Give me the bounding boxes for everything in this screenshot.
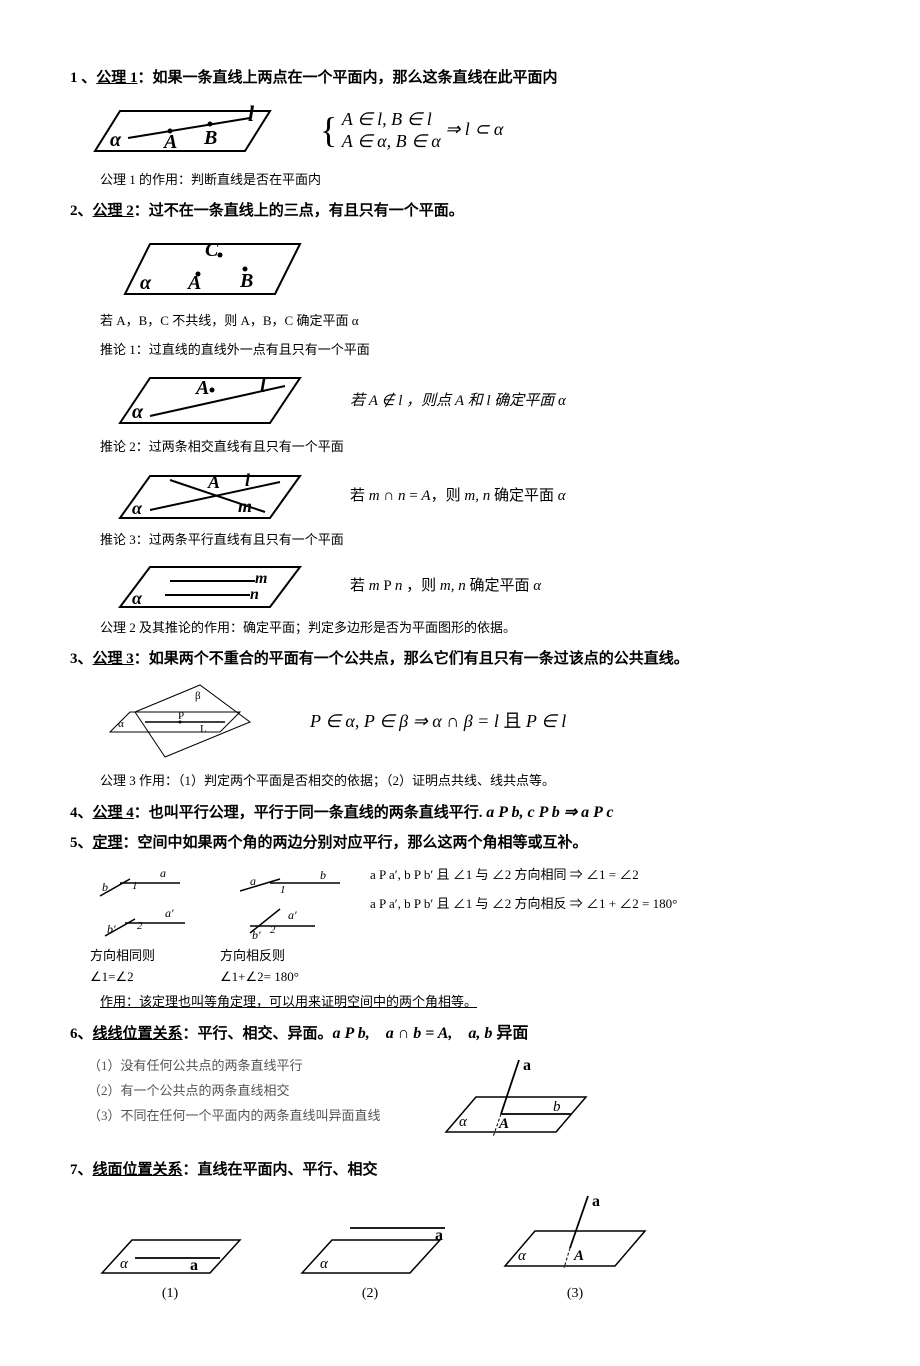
svg-text:n: n bbox=[250, 586, 259, 603]
axiom2-cond: 若 A，B，C 不共线，则 A，B，C 确定平面 α bbox=[100, 311, 850, 332]
axiom3-title: 3、公理 3：如果两个不重合的平面有一个公共点，那么它们有且只有一条过该点的公共… bbox=[70, 647, 850, 671]
svg-text:α: α bbox=[132, 588, 143, 608]
svg-text:b′: b′ bbox=[252, 928, 261, 942]
svg-text:B: B bbox=[239, 270, 253, 292]
cor2-title: 推论 2：过两条相交直线有且只有一个平面 bbox=[100, 437, 850, 458]
axiom3-formula: P ∈ α, P ∈ β ⇒ α ∩ β = l 且 P ∈ l bbox=[310, 707, 566, 736]
svg-text:A: A bbox=[207, 472, 220, 492]
axiom2-title: 2、公理 2：过不在一条直线上的三点，有且只有一个平面。 bbox=[70, 199, 850, 223]
cor2-figure: α A l m bbox=[100, 466, 310, 526]
svg-text:α: α bbox=[132, 401, 144, 423]
section6-figure: a α A b bbox=[431, 1052, 601, 1152]
label-same: 方向相同则∠1=∠2 bbox=[90, 946, 200, 988]
theorem-title: 5、定理：空间中如果两个角的两边分别对应平行，那么这两个角相等或互补。 bbox=[70, 831, 850, 855]
theorem-fig-same: a b 1 a′ 2 b′ bbox=[90, 861, 200, 946]
svg-text:b: b bbox=[102, 880, 108, 894]
svg-text:P: P bbox=[178, 710, 184, 722]
svg-text:1: 1 bbox=[280, 884, 286, 896]
cor3-title: 推论 3：过两条平行直线有且只有一个平面 bbox=[100, 530, 850, 551]
cor3-formula: 若 m P n ，则 m, n 确定平面 α bbox=[350, 574, 541, 598]
svg-text:α: α bbox=[132, 498, 143, 518]
svg-text:a′: a′ bbox=[165, 906, 174, 920]
svg-text:l: l bbox=[248, 101, 255, 126]
svg-text:A: A bbox=[194, 377, 209, 399]
svg-text:2: 2 bbox=[137, 920, 143, 932]
svg-text:A: A bbox=[186, 272, 201, 294]
fig7-1: α a (1) bbox=[90, 1228, 250, 1305]
svg-text:β: β bbox=[195, 690, 201, 702]
axiom4-title: 4、公理 4：也叫平行公理，平行于同一条直线的两条直线平行. a P b, c … bbox=[70, 800, 850, 826]
axiom3-use: 公理 3 作用：（1）判定两个平面是否相交的依据；（2）证明点共线、线共点等。 bbox=[100, 771, 850, 792]
svg-text:α: α bbox=[110, 129, 122, 151]
svg-text:A: A bbox=[573, 1248, 584, 1264]
svg-text:α: α bbox=[120, 1256, 129, 1272]
axiom3-figure: α β P L bbox=[100, 677, 270, 767]
axiom1-formula: { A ∈ l, B ∈ l A ∈ α, B ∈ α ⇒ l ⊂ α bbox=[320, 102, 503, 160]
svg-text:b: b bbox=[553, 1099, 561, 1115]
cor2-formula: 若 m ∩ n = A，则 m, n 确定平面 α bbox=[350, 484, 566, 508]
svg-text:A: A bbox=[162, 131, 177, 153]
svg-text:a: a bbox=[592, 1193, 600, 1210]
section7-title: 7、线面位置关系：直线在平面内、平行、相交 bbox=[70, 1158, 850, 1182]
axiom1-note: 公理 1 的作用：判断直线是否在平面内 bbox=[100, 170, 850, 191]
svg-text:B: B bbox=[203, 127, 217, 149]
svg-text:a: a bbox=[160, 866, 166, 880]
svg-text:a′: a′ bbox=[288, 908, 297, 922]
axiom2-use: 公理 2 及其推论的作用：确定平面；判定多边形是否为平面图形的依据。 bbox=[100, 618, 850, 639]
svg-text:l: l bbox=[260, 375, 266, 397]
axiom2-figure: α A B C bbox=[100, 229, 310, 309]
svg-text:l: l bbox=[245, 470, 250, 490]
svg-text:α: α bbox=[118, 718, 124, 730]
svg-text:b′: b′ bbox=[107, 922, 116, 936]
cor1-title: 推论 1：过直线的直线外一点有且只有一个平面 bbox=[100, 340, 850, 361]
svg-text:L: L bbox=[200, 723, 207, 735]
cor3-figure: α m n bbox=[100, 559, 310, 614]
axiom1-title: 1 、公理 1：1 、公理 1：如果一条直线上两点在一个平面内，那么这条直线在此… bbox=[70, 66, 850, 90]
svg-text:A: A bbox=[498, 1116, 509, 1132]
theorem-row: a b 1 a′ 2 b′ 方向相同则∠1=∠2 a b 1 a′ 2 b′ 方… bbox=[90, 861, 850, 988]
cor1-figure: α A l bbox=[100, 368, 310, 433]
svg-text:α: α bbox=[459, 1114, 468, 1130]
cor1-formula: 若 A ∉ l ，则点 A 和 l 确定平面 α bbox=[350, 389, 566, 413]
svg-text:b: b bbox=[320, 868, 326, 882]
svg-text:1: 1 bbox=[132, 880, 138, 892]
fig7-2: a α (2) bbox=[290, 1218, 450, 1305]
svg-text:m: m bbox=[238, 496, 252, 516]
theorem-fig-opp: a b 1 a′ 2 b′ bbox=[220, 861, 350, 946]
theorem-f1: a P a′, b P b′ 且 ∠1 与 ∠2 方向相同 ⇒ ∠1 = ∠2 bbox=[370, 861, 677, 890]
fig7-3: a α A (3) bbox=[490, 1188, 660, 1305]
section6-title: 6、线线位置关系：平行、相交、异面。a P b, a ∩ b = A, a, b… bbox=[70, 1021, 850, 1047]
svg-text:2: 2 bbox=[270, 924, 276, 936]
svg-text:m: m bbox=[255, 570, 267, 587]
axiom1-figure: α A B l bbox=[70, 96, 280, 166]
axiom1-row: α A B l { A ∈ l, B ∈ l A ∈ α, B ∈ α ⇒ l … bbox=[70, 96, 850, 166]
label-opp: 方向相反则∠1+∠2= 180° bbox=[220, 946, 350, 988]
svg-text:a: a bbox=[523, 1057, 531, 1074]
svg-text:C: C bbox=[205, 239, 219, 261]
theorem-f2: a P a′, b P b′ 且 ∠1 与 ∠2 方向相反 ⇒ ∠1 + ∠2 … bbox=[370, 890, 677, 919]
svg-text:α: α bbox=[140, 272, 152, 294]
svg-text:a: a bbox=[250, 874, 256, 888]
svg-text:α: α bbox=[518, 1248, 527, 1264]
svg-text:a: a bbox=[190, 1257, 198, 1274]
svg-text:α: α bbox=[320, 1256, 329, 1272]
section6-list: （1）没有任何公共点的两条直线平行 （2）有一个公共点的两条直线相交 （3）不同… bbox=[88, 1052, 381, 1130]
theorem-use: 作用：该定理也叫等角定理，可以用来证明空间中的两个角相等。 bbox=[100, 992, 850, 1013]
